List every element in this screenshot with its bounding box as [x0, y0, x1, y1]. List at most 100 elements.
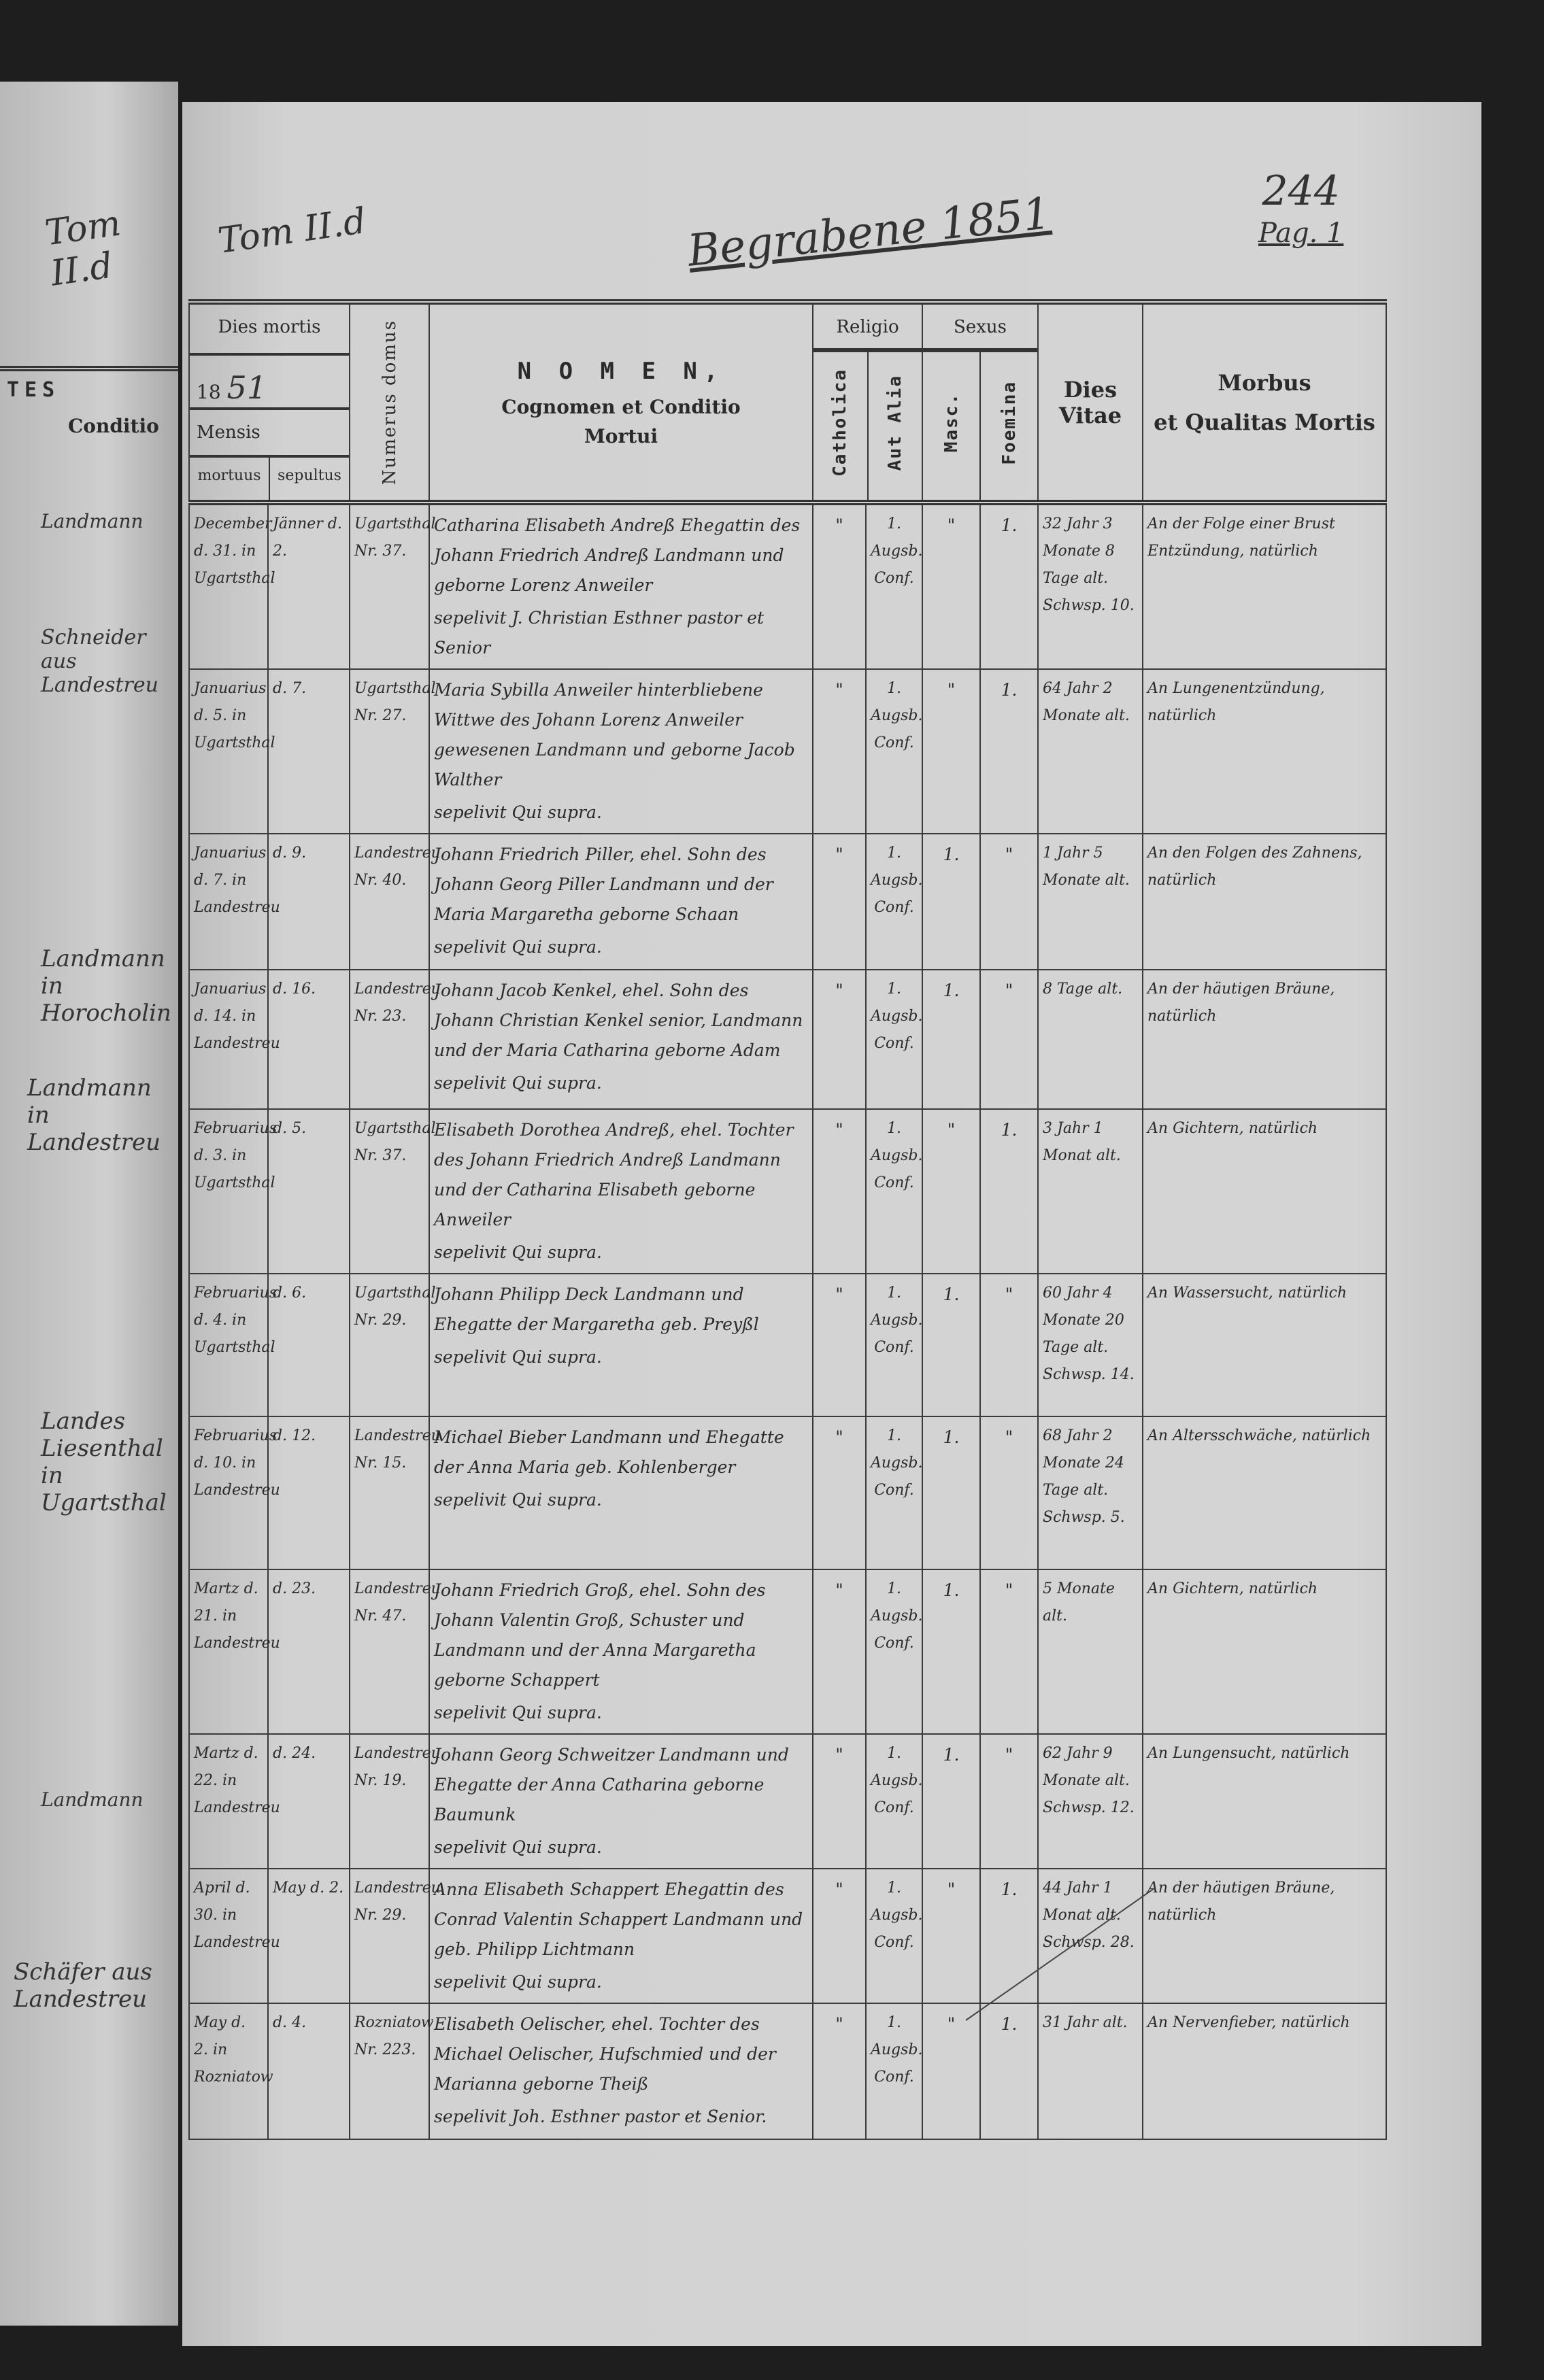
officiant: sepelivit Qui supra. — [434, 1972, 602, 1992]
year-prefix: 18 — [197, 381, 221, 403]
deceased-name: Johann Philipp Deck Landmann und Ehegatt… — [434, 1285, 759, 1334]
officiant: sepelivit Qui supra. — [434, 937, 602, 957]
left-note: Schäfer aus Landestreu — [14, 1958, 152, 2013]
foemina-value: 1. — [1001, 1880, 1018, 1899]
morbus-label: Morbus — [1218, 369, 1311, 396]
deceased-name: Michael Bieber Landmann und Ehegatte der… — [434, 1427, 784, 1477]
folio-number: 244 — [1262, 167, 1340, 215]
masc-value: " — [947, 515, 956, 535]
catholica-value: " — [835, 1285, 843, 1304]
catholica-value: " — [835, 2014, 843, 2034]
mensis-label: Mensis — [190, 410, 349, 458]
age-at-death: 62 Jahr 9 Monate alt. Schwsp. 12. — [1043, 1745, 1135, 1816]
age-at-death: 1 Jahr 5 Monate alt. — [1043, 845, 1130, 889]
catholica-value: " — [835, 515, 843, 535]
age-at-death: 3 Jahr 1 Monat alt. — [1043, 1120, 1121, 1164]
year-field: 18 51 — [190, 356, 349, 410]
sexus-header: Sexus Masc. Foemina — [921, 299, 1039, 505]
left-note: Landmann in Landestreu — [27, 1074, 161, 1156]
foemina-value: " — [1005, 1745, 1013, 1765]
cause-of-death: An der häutigen Bräune, natürlich — [1147, 981, 1335, 1025]
officiant: sepelivit Qui supra. — [434, 802, 602, 822]
numerus-domus-header: Numerus domus — [349, 299, 430, 505]
catholica-value: " — [835, 1120, 843, 1140]
nomen-sub2: Mortui — [584, 424, 658, 447]
date-died: Februarius d. 4. in Ugartsthal — [194, 1285, 277, 1356]
sexus-subcols: Masc. Foemina — [923, 352, 1037, 500]
left-column-conditio: Conditio — [68, 415, 159, 437]
catholica-label: Catholica — [830, 369, 851, 477]
cause-of-death: An Wassersucht, natürlich — [1147, 1285, 1347, 1302]
table-row: Martz d. 21. in Landestreu d. 23. Landestr… — [188, 1569, 1388, 1735]
foemina-value: " — [1005, 1427, 1013, 1447]
table-row: Januarius d. 5. in Ugartsthal d. 7. Ugarts… — [188, 668, 1388, 834]
cause-of-death: An Gichtern, natürlich — [1147, 1580, 1318, 1597]
date-died: December d. 31. in Ugartsthal — [194, 515, 275, 587]
officiant: sepelivit Qui supra. — [434, 1242, 602, 1262]
date-died: April d. 30. in Landestreu — [194, 1880, 280, 1951]
table-row: May d. 2. in Rozniatow d. 4. Rozniatow Nr.… — [188, 2003, 1388, 2140]
date-buried: d. 23. — [273, 1580, 316, 1597]
nomen-sub: Cognomen et Conditio — [501, 395, 741, 418]
dies-vitae-header: Dies Vitae — [1037, 299, 1144, 505]
foemina-value: 1. — [1001, 515, 1018, 535]
left-page: Tom II.d TES Conditio Landmann Schneider… — [0, 82, 178, 2326]
house-number: Landestreu Nr. 47. — [354, 1580, 441, 1625]
date-buried: d. 9. — [273, 845, 307, 862]
religio-subcols: Catholica Aut Alia — [813, 352, 922, 500]
age-at-death: 64 Jahr 2 Monate alt. — [1043, 680, 1130, 724]
dies-mortis-label: Dies mortis — [190, 305, 349, 356]
nomen-header: N O M E N, Cognomen et Conditio Mortui — [429, 299, 813, 505]
left-note: Landmann — [41, 1788, 144, 1811]
religio-label: Religio — [813, 305, 922, 352]
deceased-name: Elisabeth Oelischer, ehel. Tochter des M… — [434, 2014, 776, 2094]
aut-alia-value: 1. Augsb. Conf. — [871, 981, 923, 1052]
nomen-label: N O M E N, — [517, 357, 725, 385]
deceased-name: Johann Georg Schweitzer Landmann und Ehe… — [434, 1745, 789, 1824]
officiant: sepelivit Qui supra. — [434, 1347, 602, 1367]
masc-value: " — [947, 1880, 956, 1899]
year-hand: 51 — [226, 369, 267, 406]
foemina-value: 1. — [1001, 680, 1018, 700]
aut-alia-value: 1. Augsb. Conf. — [871, 515, 923, 587]
foemina-value: " — [1005, 1285, 1013, 1304]
foemina-value: " — [1005, 981, 1013, 1000]
masc-value: " — [947, 2014, 956, 2034]
masc-value: " — [947, 680, 956, 700]
house-number: Landestreu Nr. 15. — [354, 1427, 441, 1472]
age-at-death: 44 Jahr 1 Monat alt. Schwsp. 28. — [1043, 1880, 1135, 1951]
catholica-value: " — [835, 1745, 843, 1765]
cause-of-death: An der häutigen Bräune, natürlich — [1147, 1880, 1335, 1924]
house-number: Rozniatow Nr. 223. — [354, 2014, 434, 2058]
deceased-name: Maria Sybilla Anweiler hinterbliebene Wi… — [434, 680, 795, 789]
masc-value: 1. — [943, 1285, 960, 1304]
officiant: sepelivit Qui supra. — [434, 1837, 602, 1857]
morbus-sub: et Qualitas Mortis — [1154, 409, 1375, 435]
aut-alia-value: 1. Augsb. Conf. — [871, 2014, 923, 2086]
house-number: Landestreu Nr. 40. — [354, 845, 441, 889]
deceased-name: Elisabeth Dorothea Andreß, ehel. Tochter… — [434, 1120, 794, 1229]
cause-of-death: An Gichtern, natürlich — [1147, 1120, 1318, 1137]
date-buried: d. 6. — [273, 1285, 307, 1302]
left-tom-label: Tom II.d — [42, 203, 124, 294]
date-buried: d. 12. — [273, 1427, 316, 1444]
aut-alia-label: Aut Alia — [884, 374, 905, 471]
left-note: Schneider aus Landestreu — [41, 626, 158, 697]
house-number: Ugartsthal Nr. 37. — [354, 515, 436, 560]
officiant: sepelivit Qui supra. — [434, 1073, 602, 1093]
foemina-value: " — [1005, 1580, 1013, 1600]
table-row: Februarius d. 3. in Ugartsthal d. 5. Ugart… — [188, 1108, 1388, 1274]
aut-alia-value: 1. Augsb. Conf. — [871, 1745, 923, 1816]
house-number: Ugartsthal Nr. 29. — [354, 1285, 436, 1329]
masc-value: 1. — [943, 1427, 960, 1447]
date-buried: d. 5. — [273, 1120, 307, 1137]
header-row: Dies mortis 18 51 Mensis mortuus sepultus… — [188, 299, 1388, 505]
aut-alia-value: 1. Augsb. Conf. — [871, 680, 923, 751]
aut-alia-value: 1. Augsb. Conf. — [871, 1580, 923, 1652]
house-number: Landestreu Nr. 19. — [354, 1745, 441, 1789]
aut-alia-value: 1. Augsb. Conf. — [871, 1120, 923, 1191]
date-died: Januarius d. 7. in Landestreu — [194, 845, 280, 916]
deceased-name: Anna Elisabeth Schappert Ehegattin des C… — [434, 1880, 803, 1959]
masc-value: 1. — [943, 981, 960, 1000]
left-note: Landes Liesenthal in Ugartsthal — [41, 1408, 167, 1516]
